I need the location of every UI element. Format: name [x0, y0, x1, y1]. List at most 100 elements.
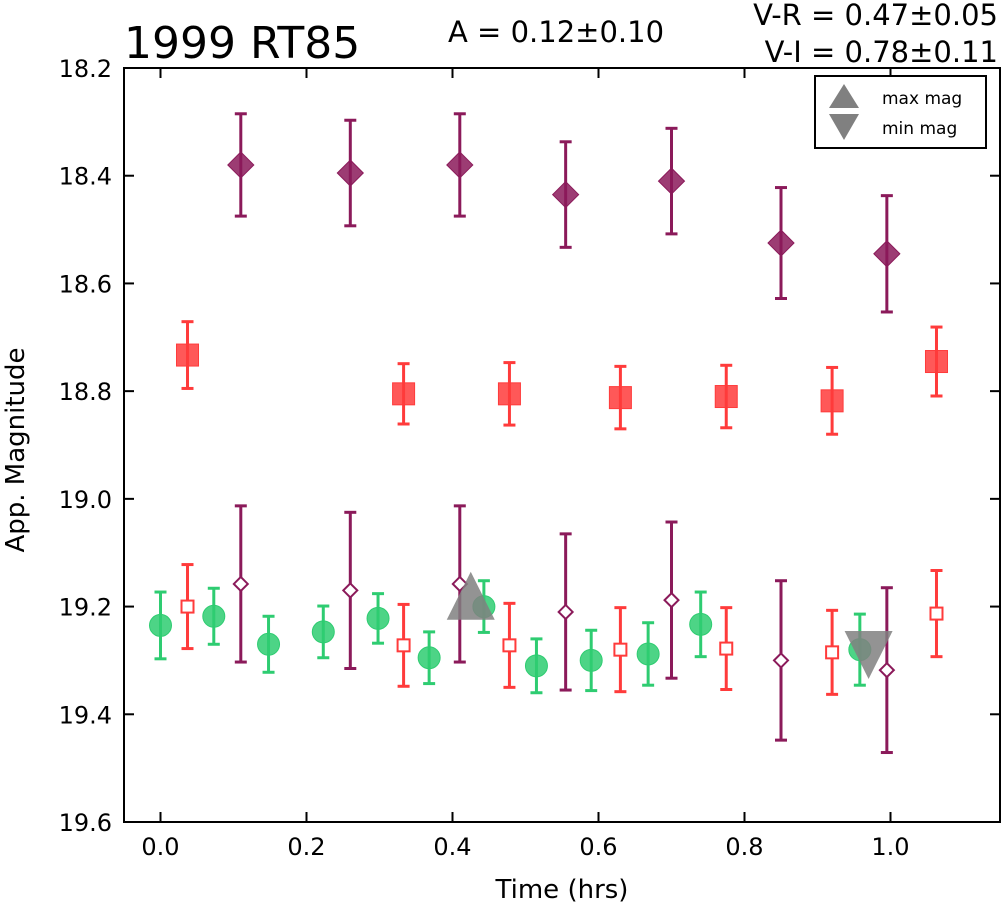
data-point	[551, 140, 580, 249]
amplitude-annotation: A = 0.12±0.10	[448, 15, 664, 49]
legend: max mag min mag	[814, 75, 987, 149]
square-point	[820, 389, 844, 413]
square-point	[392, 382, 416, 406]
data-point	[451, 504, 469, 664]
v-i-annotation: V-I = 0.78±0.11	[765, 35, 998, 69]
data-point	[924, 325, 948, 398]
data-point	[446, 112, 474, 218]
data-point	[772, 579, 790, 742]
data-point	[873, 194, 901, 314]
square-point	[497, 382, 521, 406]
circle-point	[149, 613, 172, 637]
y-axis-label: App. Magnitude	[1, 347, 31, 552]
data-point	[392, 362, 416, 426]
data-point	[497, 361, 521, 427]
data-point	[579, 628, 603, 693]
open-diamond-point	[557, 603, 575, 621]
x-axis-label: Time (hrs)	[495, 875, 629, 904]
data-point	[341, 510, 359, 671]
open-square-point	[613, 642, 628, 657]
diamond-point	[767, 229, 795, 257]
max-mag-marker	[446, 571, 495, 620]
data-point	[524, 637, 548, 695]
data-point	[149, 590, 172, 661]
open-square-point	[825, 645, 840, 660]
open-diamond-point	[341, 582, 359, 599]
square-point	[714, 385, 738, 409]
open-diamond-point	[663, 591, 680, 609]
y-tick-label: 18.2	[59, 55, 112, 83]
extrema-markers	[446, 571, 893, 680]
open-square-point	[502, 638, 517, 653]
open-square-point	[396, 638, 411, 653]
data-point	[227, 112, 255, 218]
square-point	[924, 350, 948, 374]
square-point	[176, 343, 200, 367]
legend-min-mag-marker	[829, 114, 859, 140]
diamond-point	[873, 240, 901, 268]
circle-point	[524, 654, 548, 678]
data-point	[396, 602, 411, 688]
legend-max-mag-marker	[829, 84, 859, 108]
legend-min-mag-label: min mag	[882, 119, 957, 139]
circle-point	[257, 632, 281, 656]
data-point	[311, 604, 335, 660]
square-point	[608, 386, 632, 410]
data-point	[232, 504, 250, 664]
y-tick-label: 18.8	[59, 378, 112, 406]
min-mag-marker	[844, 631, 893, 680]
data-point	[929, 568, 944, 659]
diamond-point	[551, 180, 580, 209]
y-tick-label: 18.6	[59, 270, 112, 298]
y-tick-label: 19.2	[59, 594, 112, 622]
data-point	[180, 563, 195, 651]
x-tick-label: 0.8	[725, 833, 763, 861]
data-point	[825, 608, 840, 696]
x-tick-label: 1.0	[871, 833, 909, 861]
data-point	[663, 520, 680, 680]
x-tick-label: 0.4	[433, 833, 471, 861]
y-tick-label: 19.6	[59, 809, 112, 837]
v-r-annotation: V-R = 0.47±0.05	[753, 0, 998, 32]
plot-frame	[123, 67, 1001, 823]
data-point	[820, 365, 844, 436]
data-point	[257, 614, 281, 674]
open-square-point	[719, 641, 734, 656]
data-point	[636, 621, 660, 687]
circle-point	[311, 620, 335, 644]
y-tick-label: 19.0	[59, 486, 112, 514]
circle-point	[689, 612, 713, 636]
data-point	[202, 586, 226, 646]
x-tick-label: 0.6	[579, 833, 617, 861]
legend-max-mag-label: max mag	[882, 89, 962, 109]
data-point	[557, 532, 575, 692]
data-point	[767, 186, 795, 301]
data-point	[336, 118, 365, 228]
circle-point	[202, 604, 226, 628]
y-tick-label: 18.4	[59, 163, 112, 191]
data-point	[608, 364, 632, 431]
data-point	[719, 606, 734, 692]
open-diamond-point	[232, 575, 250, 593]
data-point	[502, 601, 517, 689]
circle-point	[366, 606, 390, 630]
open-diamond-point	[878, 661, 896, 679]
data-point	[366, 592, 390, 645]
circle-point	[579, 648, 603, 672]
data-point	[176, 320, 200, 390]
open-diamond-point	[772, 652, 790, 669]
data-point	[417, 630, 441, 686]
diamond-point	[657, 167, 686, 195]
x-tick-label: 0.2	[287, 833, 325, 861]
circle-point	[636, 642, 660, 666]
data-point	[878, 586, 896, 755]
data-point	[613, 606, 628, 694]
open-square-point	[929, 606, 944, 621]
chart-title: 1999 RT85	[124, 18, 360, 69]
diamond-point	[227, 151, 255, 179]
circle-point	[417, 646, 441, 670]
data-point	[657, 126, 686, 236]
diamond-point	[336, 159, 365, 187]
axis-ticks: 0.0 0.2 0.4 0.6 0.8 1.0 18.2 18.4 18.6 18.8 19.0 19…	[59, 55, 1000, 861]
